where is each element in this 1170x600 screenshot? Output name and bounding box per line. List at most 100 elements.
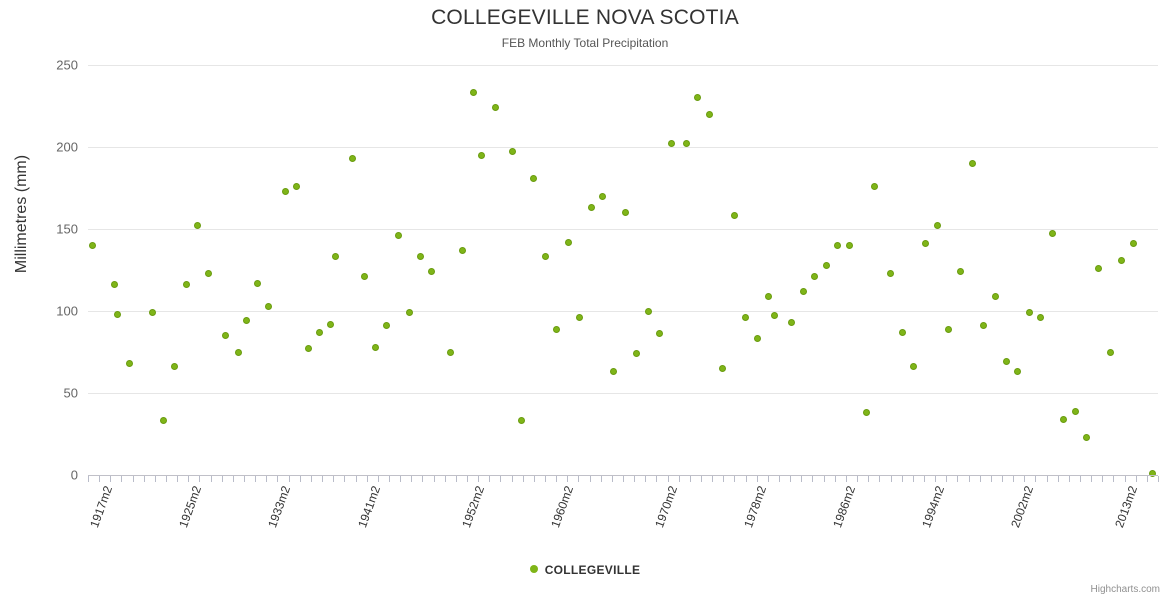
scatter-point[interactable] <box>667 140 675 148</box>
scatter-point[interactable] <box>1094 264 1102 272</box>
scatter-point[interactable] <box>1071 407 1079 415</box>
scatter-point[interactable] <box>870 182 878 190</box>
scatter-point[interactable] <box>991 292 999 300</box>
scatter-point[interactable] <box>371 343 379 351</box>
scatter-point[interactable] <box>221 332 229 340</box>
scatter-point[interactable] <box>1117 256 1125 264</box>
scatter-point[interactable] <box>281 187 289 195</box>
scatter-point[interactable] <box>292 182 300 190</box>
scatter-point[interactable] <box>979 322 987 330</box>
scatter-point[interactable] <box>382 322 390 330</box>
scatter-point[interactable] <box>1082 433 1090 441</box>
scatter-point[interactable] <box>253 279 261 287</box>
scatter-point[interactable] <box>753 335 761 343</box>
x-axis-tick <box>378 476 379 482</box>
scatter-point[interactable] <box>1129 240 1137 248</box>
scatter-point[interactable] <box>477 151 485 159</box>
scatter-point[interactable] <box>632 350 640 358</box>
scatter-point[interactable] <box>517 417 525 425</box>
scatter-point[interactable] <box>469 89 477 97</box>
scatter-point[interactable] <box>609 368 617 376</box>
scatter-point[interactable] <box>304 345 312 353</box>
scatter-point[interactable] <box>405 309 413 317</box>
scatter-point[interactable] <box>204 269 212 277</box>
scatter-point[interactable] <box>886 269 894 277</box>
scatter-point[interactable] <box>693 94 701 102</box>
x-axis-tick <box>166 476 167 482</box>
x-axis-tick-labels: 1917m2 1925m2 1933m2 1941m2 1952m2 1960m2 1970… <box>87 484 1159 544</box>
scatter-point[interactable] <box>1148 469 1156 477</box>
scatter-point[interactable] <box>541 253 549 261</box>
scatter-point[interactable] <box>845 241 853 249</box>
scatter-point[interactable] <box>833 241 841 249</box>
scatter-point[interactable] <box>921 240 929 248</box>
scatter-point[interactable] <box>933 222 941 230</box>
scatter-point[interactable] <box>682 140 690 148</box>
scatter-point[interactable] <box>416 253 424 261</box>
scatter-point[interactable] <box>956 268 964 276</box>
scatter-point[interactable] <box>1059 415 1067 423</box>
scatter-point[interactable] <box>159 417 167 425</box>
scatter-point[interactable] <box>264 302 272 310</box>
scatter-point[interactable] <box>655 330 663 338</box>
scatter-point[interactable] <box>730 212 738 220</box>
scatter-point[interactable] <box>552 325 560 333</box>
scatter-point[interactable] <box>1013 368 1021 376</box>
scatter-point[interactable] <box>587 204 595 212</box>
scatter-point[interactable] <box>1002 358 1010 366</box>
scatter-point[interactable] <box>508 148 516 156</box>
scatter-point[interactable] <box>968 159 976 167</box>
scatter-point[interactable] <box>644 307 652 315</box>
scatter-point[interactable] <box>799 287 807 295</box>
y-axis-tick-labels: 0 50 100 150 200 250 <box>30 58 78 483</box>
scatter-point[interactable] <box>110 281 118 289</box>
scatter-point[interactable] <box>598 192 606 200</box>
scatter-point[interactable] <box>88 241 96 249</box>
x-axis-tick <box>634 476 635 482</box>
scatter-point[interactable] <box>741 314 749 322</box>
highcharts-credit[interactable]: Highcharts.com <box>1090 584 1160 595</box>
scatter-point[interactable] <box>1025 309 1033 317</box>
legend-item-label[interactable]: COLLEGEVILLE <box>544 562 641 577</box>
scatter-point[interactable] <box>898 328 906 336</box>
scatter-point[interactable] <box>148 309 156 317</box>
scatter-point[interactable] <box>1036 314 1044 322</box>
scatter-point[interactable] <box>1106 348 1114 356</box>
scatter-point[interactable] <box>182 281 190 289</box>
chart-legend[interactable]: COLLEGEVILLE <box>0 562 1170 577</box>
scatter-point[interactable] <box>427 268 435 276</box>
scatter-point[interactable] <box>705 110 713 118</box>
scatter-point[interactable] <box>770 312 778 320</box>
scatter-point[interactable] <box>234 348 242 356</box>
scatter-point[interactable] <box>764 292 772 300</box>
x-axis-tick <box>1058 476 1059 482</box>
scatter-point[interactable] <box>822 261 830 269</box>
scatter-point[interactable] <box>125 359 133 367</box>
scatter-point[interactable] <box>458 246 466 254</box>
scatter-point[interactable] <box>170 363 178 371</box>
scatter-point[interactable] <box>193 222 201 230</box>
x-axis-tick <box>980 476 981 482</box>
scatter-point[interactable] <box>394 232 402 240</box>
scatter-point[interactable] <box>113 310 121 318</box>
scatter-point[interactable] <box>491 104 499 112</box>
scatter-point[interactable] <box>446 348 454 356</box>
scatter-point[interactable] <box>348 154 356 162</box>
scatter-point[interactable] <box>621 209 629 217</box>
scatter-point[interactable] <box>360 273 368 281</box>
scatter-point[interactable] <box>787 318 795 326</box>
scatter-point[interactable] <box>575 314 583 322</box>
scatter-point[interactable] <box>242 317 250 325</box>
x-axis-tick <box>935 476 936 482</box>
scatter-point[interactable] <box>718 364 726 372</box>
scatter-point[interactable] <box>315 328 323 336</box>
scatter-point[interactable] <box>944 325 952 333</box>
scatter-point[interactable] <box>1048 230 1056 238</box>
scatter-point[interactable] <box>564 238 572 246</box>
scatter-point[interactable] <box>326 320 334 328</box>
scatter-point[interactable] <box>331 253 339 261</box>
scatter-point[interactable] <box>862 409 870 417</box>
scatter-point[interactable] <box>810 273 818 281</box>
scatter-point[interactable] <box>529 174 537 182</box>
scatter-point[interactable] <box>909 363 917 371</box>
